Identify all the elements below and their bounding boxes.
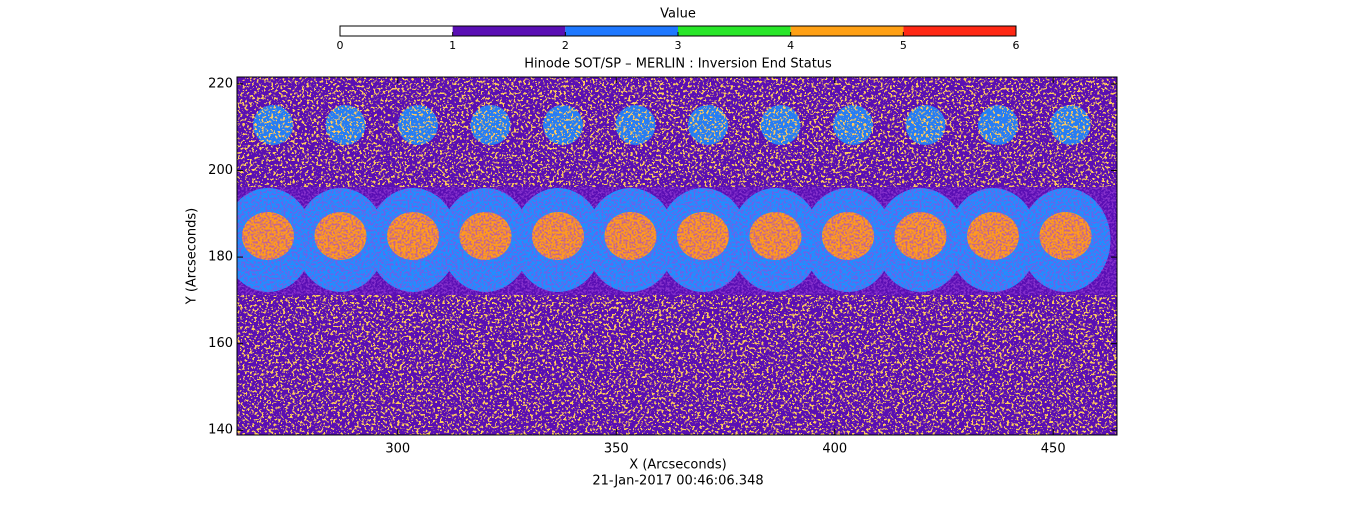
- chart-title: Hinode SOT/SP – MERLIN : Inversion End S…: [524, 57, 832, 72]
- y-tick-label: 180: [208, 250, 233, 265]
- x-tick-label: 400: [822, 442, 847, 457]
- y-tick-label: 160: [208, 336, 233, 351]
- colorbar-label: Value: [660, 7, 696, 22]
- colorbar-tick-label: 0: [337, 39, 344, 52]
- y-tick-label: 140: [208, 423, 233, 438]
- colorbar-tick-label: 2: [562, 39, 569, 52]
- y-axis-label: Y (Arcseconds): [185, 208, 200, 305]
- colorbar-segment: [565, 26, 678, 36]
- colorbar-segment: [452, 26, 566, 36]
- y-tick-label: 200: [208, 163, 233, 178]
- image: [237, 77, 1117, 435]
- subtitle: 21-Jan-2017 00:46:06.348: [592, 474, 763, 489]
- colorbar-tick-label: 4: [787, 39, 794, 52]
- colorbar-tick-label: 1: [449, 39, 456, 52]
- colorbar-segment: [340, 26, 453, 36]
- texture: [237, 187, 1117, 295]
- colorbar-tick-label: 3: [675, 39, 682, 52]
- plot-frame: [236, 76, 1118, 436]
- colorbar-segment: [903, 26, 1016, 36]
- colorbar-tick-label: 6: [1013, 39, 1020, 52]
- x-tick-label: 300: [385, 442, 410, 457]
- colorbar-segment: [678, 26, 791, 36]
- y-tick-label: 220: [208, 76, 233, 91]
- x-axis-label: X (Arcseconds): [629, 458, 726, 473]
- colorbar-segment: [790, 26, 904, 36]
- x-tick-label: 350: [604, 442, 629, 457]
- x-tick-label: 450: [1041, 442, 1066, 457]
- colorbar-tick-label: 5: [900, 39, 907, 52]
